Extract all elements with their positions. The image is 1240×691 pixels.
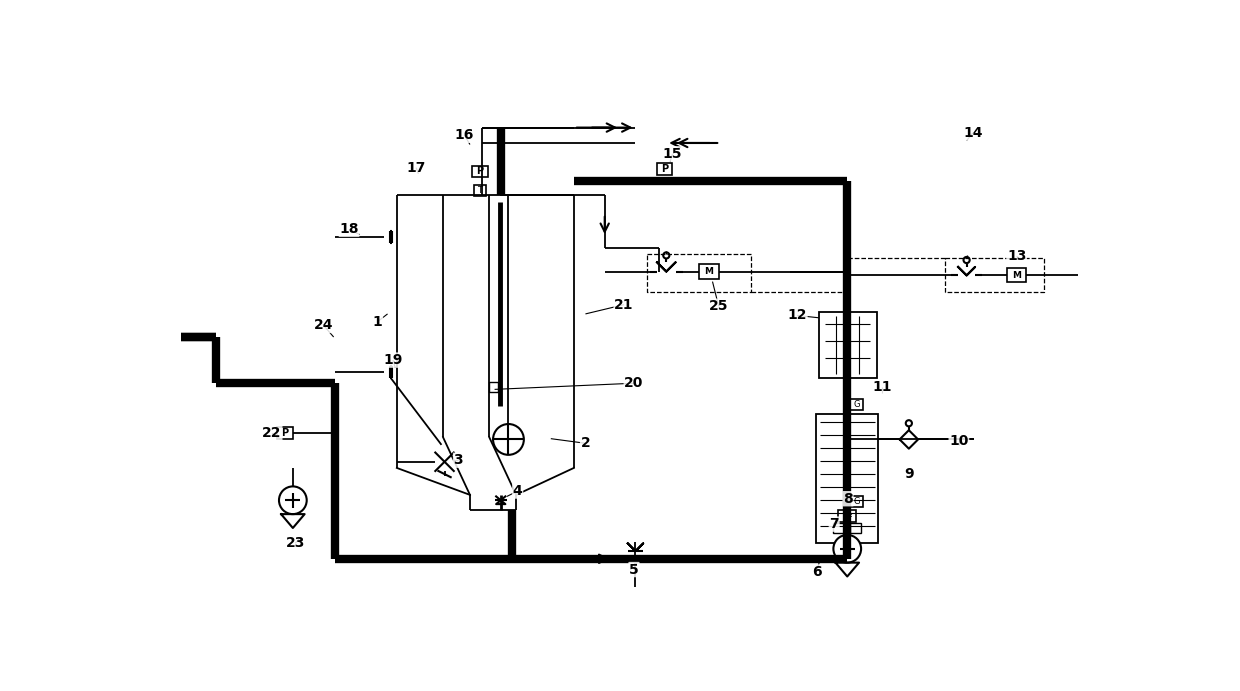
Bar (490, 381, 498, 392)
Text: 25: 25 (709, 299, 728, 313)
Circle shape (905, 420, 911, 426)
Text: 20: 20 (624, 376, 644, 390)
Text: G: G (853, 400, 859, 409)
Text: ╪: ╪ (844, 509, 851, 522)
Text: 24: 24 (314, 319, 334, 332)
Text: 4: 4 (513, 484, 522, 498)
Text: 5: 5 (629, 562, 639, 576)
Text: M: M (1012, 271, 1022, 280)
Text: 10: 10 (949, 434, 968, 448)
Bar (278, 428, 293, 439)
Bar (474, 185, 486, 196)
Text: 8: 8 (843, 492, 853, 506)
Bar (833, 523, 844, 533)
Bar (838, 509, 857, 522)
Bar (818, 312, 877, 378)
Text: 18: 18 (340, 223, 358, 236)
Text: 14: 14 (963, 126, 982, 140)
Text: 23: 23 (285, 536, 305, 550)
Text: T: T (477, 186, 482, 196)
Text: P: P (281, 428, 289, 438)
Text: 12: 12 (787, 308, 807, 323)
Text: G: G (853, 498, 859, 507)
Text: 19: 19 (383, 353, 403, 367)
Text: P: P (661, 164, 668, 174)
Bar (698, 264, 719, 279)
Text: 7: 7 (830, 517, 839, 531)
Bar (851, 523, 861, 533)
Bar (472, 166, 487, 178)
Text: P: P (476, 167, 484, 176)
Text: M: M (704, 267, 713, 276)
Text: 11: 11 (872, 380, 892, 394)
Text: 15: 15 (662, 146, 682, 161)
Text: 16: 16 (455, 129, 474, 142)
Bar (657, 163, 672, 175)
Bar (1007, 269, 1025, 283)
Circle shape (833, 535, 861, 562)
Bar (851, 399, 863, 410)
Text: 21: 21 (614, 298, 634, 312)
Circle shape (279, 486, 306, 514)
Text: 6: 6 (812, 565, 821, 579)
Text: 9: 9 (904, 467, 914, 481)
Text: 1: 1 (373, 314, 382, 329)
Circle shape (963, 257, 970, 263)
Circle shape (494, 424, 523, 455)
Text: 13: 13 (1007, 249, 1027, 263)
Bar (851, 496, 863, 507)
Text: 22: 22 (263, 426, 281, 440)
Circle shape (663, 252, 670, 258)
Text: 2: 2 (580, 436, 590, 451)
Bar (816, 414, 878, 543)
Text: 3: 3 (454, 453, 464, 467)
Text: 17: 17 (407, 160, 425, 175)
